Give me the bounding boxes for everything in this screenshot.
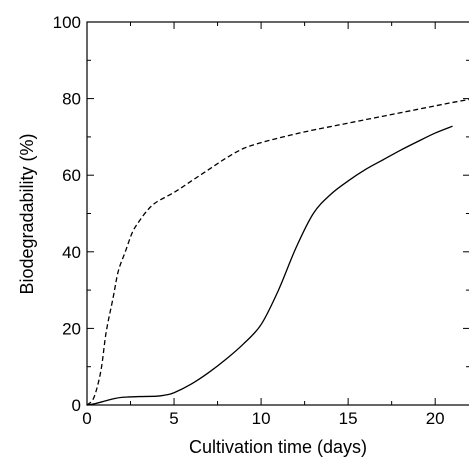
y-tick-label: 40 [62, 243, 81, 262]
series-line-solid [86, 125, 453, 406]
x-tick-label: 0 [82, 409, 91, 428]
x-tick-label: 10 [252, 409, 271, 428]
y-tick-label: 80 [62, 90, 81, 109]
x-tick-label: 5 [169, 409, 178, 428]
series [86, 98, 469, 406]
ticks: 0 5 10 15 20 0 20 40 60 80 100 [53, 13, 469, 428]
y-tick-label: 100 [53, 13, 81, 32]
y-tick-label: 0 [72, 396, 81, 415]
x-axis-title: Cultivation time (days) [189, 437, 367, 457]
y-axis-title: Biodegradability (%) [17, 133, 37, 294]
y-tick-label: 60 [62, 166, 81, 185]
x-tick-label: 20 [426, 409, 445, 428]
x-tick-label: 15 [339, 409, 358, 428]
y-tick-label: 20 [62, 319, 81, 338]
series-line-dashed [86, 98, 469, 406]
